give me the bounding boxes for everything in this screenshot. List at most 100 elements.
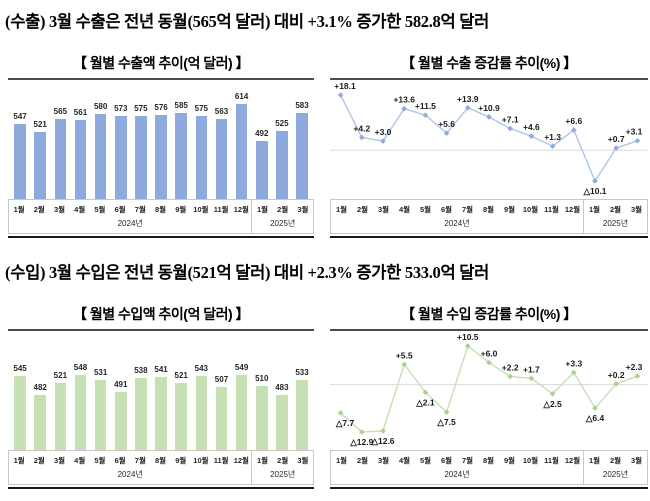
category-axis: 1월 2월 3월 4월 5월 6월 7월 8월 9월 10월 11월 12월 2024년 1월 2월 3월 20… — [330, 199, 648, 234]
chart-bottom-border — [8, 236, 314, 238]
bar-value-label: 492 — [255, 129, 269, 138]
bar-value-label: 565 — [53, 107, 68, 116]
data-point-label: △6.4 — [585, 413, 605, 423]
month-label: 7월 — [134, 456, 146, 465]
export-section: (수출) 3월 수출은 전년 동월(565억 달러) 대비 +3.1% 증가한 … — [0, 0, 650, 238]
month-label: 1월 — [256, 205, 269, 214]
bar-slot: 483 — [272, 332, 292, 450]
bar — [74, 120, 87, 199]
bar — [175, 383, 188, 450]
bar-slot: 521 — [30, 81, 50, 199]
bar-value-label: 549 — [234, 363, 249, 372]
month-label: 3월 — [53, 456, 66, 465]
chart-import-growth: 【 월별 수입 증감률 추이(%) 】 △7.7 △12.9 △12.6 +5.5 △2.… — [330, 302, 648, 489]
month-label: 4월 — [74, 456, 86, 465]
month-label: 4월 — [398, 205, 411, 214]
month-label: 6월 — [114, 205, 126, 214]
data-point-marker — [634, 137, 641, 144]
bar — [235, 375, 248, 450]
bar — [135, 378, 147, 450]
axis-group: 1월 2월 3월 4월 5월 6월 7월 8월 9월 10월 11월 12월 2024년 — [330, 200, 584, 233]
bar — [276, 395, 288, 450]
bar — [296, 113, 308, 199]
data-point-marker — [507, 125, 513, 132]
month-label: 9월 — [175, 456, 187, 465]
month-label: 1월 — [335, 456, 348, 465]
data-point-label: +10.9 — [478, 103, 500, 113]
month-label: 7월 — [134, 205, 146, 214]
month-row: 1월 2월 3월 — [252, 200, 313, 217]
month-label: 3월 — [297, 205, 309, 214]
import-summary-heading: (수입) 3월 수입은 전년 동월(521억 달러) 대비 +2.3% 증가한 … — [5, 263, 489, 282]
bar — [34, 132, 47, 199]
axis-group: 1월 2월 3월 2025년 — [584, 200, 648, 233]
import-charts-row: 【 월별 수입액 추이(억 달러) 】 545 482 521 548 531 491 538… — [0, 302, 650, 489]
month-label: 2월 — [356, 456, 369, 465]
data-point-label: △12.9 — [349, 437, 373, 447]
bar — [155, 377, 167, 450]
bar — [276, 131, 288, 199]
month-label: 2월 — [609, 205, 622, 214]
bar — [54, 383, 67, 450]
data-point-marker — [571, 127, 577, 133]
data-point-marker — [571, 369, 577, 376]
bar-slot: 575 — [191, 81, 211, 199]
data-point-marker — [634, 373, 641, 379]
month-label: 5월 — [419, 456, 432, 465]
month-label: 2월 — [609, 456, 622, 465]
month-row: 1월 2월 3월 4월 5월 6월 7월 8월 9월 10월 11월 12월 — [331, 200, 583, 217]
data-point-marker — [549, 143, 556, 150]
month-label: 3월 — [630, 205, 643, 214]
bar-slot: 548 — [70, 332, 90, 450]
month-label: 2월 — [33, 205, 45, 214]
line-plot: △7.7 △12.9 △12.6 +5.5 △2.1 △7.5 +10.5 +6.0 +2.2 +… — [330, 332, 648, 450]
bar-value-label: 580 — [93, 102, 108, 111]
chart-title: 【 월별 수출 증감률 추이(%) 】 — [330, 51, 648, 80]
bar-value-label: 543 — [194, 364, 209, 373]
bar-slot: 563 — [211, 81, 231, 199]
bar-value-label: 575 — [134, 104, 148, 113]
data-point-marker — [465, 105, 471, 111]
data-point-marker — [613, 145, 619, 151]
chart-import-amount: 【 월별 수입액 추이(억 달러) 】 545 482 521 548 531 491 538… — [8, 302, 314, 489]
bar-slot: 576 — [151, 81, 171, 199]
bar-slot: 549 — [232, 332, 252, 450]
bar-value-label: 521 — [33, 120, 47, 129]
year-label: 2024년 — [117, 470, 143, 479]
month-label: 1월 — [256, 456, 269, 465]
data-point-marker — [486, 114, 492, 120]
bar-value-label: 561 — [73, 108, 88, 117]
month-label: 3월 — [377, 456, 390, 465]
month-label: 10월 — [193, 205, 209, 214]
data-point-marker — [528, 375, 535, 382]
data-point-marker — [380, 428, 386, 434]
category-axis: 1월 2월 3월 4월 5월 6월 7월 8월 9월 10월 11월 12월 2024년 1월 2월 3월 20… — [8, 450, 314, 485]
month-row: 1월 2월 3월 4월 5월 6월 7월 8월 9월 10월 11월 12월 — [9, 200, 251, 217]
axis-group: 1월 2월 3월 2025년 — [252, 200, 314, 233]
category-axis: 1월 2월 3월 4월 5월 6월 7월 8월 9월 10월 11월 12월 2024년 1월 2월 3월 20… — [330, 450, 648, 485]
bar — [255, 386, 268, 450]
export-summary-heading: (수출) 3월 수출은 전년 동월(565억 달러) 대비 +3.1% 증가한 … — [5, 12, 489, 31]
year-label: 2024년 — [444, 470, 470, 479]
chart-title: 【 월별 수입 증감률 추이(%) 】 — [330, 302, 648, 331]
bar-value-label: 585 — [174, 101, 188, 110]
month-label: 8월 — [482, 205, 495, 214]
data-point-label: +7.1 — [502, 115, 519, 125]
bar-value-label: 547 — [13, 112, 27, 121]
bar — [135, 116, 147, 199]
data-point-marker — [337, 92, 344, 98]
chart-bottom-border — [330, 236, 648, 238]
bar — [255, 141, 268, 199]
chart-title: 【 월별 수입액 추이(억 달러) 】 — [8, 302, 314, 331]
month-label: 1월 — [13, 205, 25, 214]
month-label: 3월 — [377, 205, 390, 214]
month-row: 1월 2월 3월 4월 5월 6월 7월 8월 9월 10월 11월 12월 — [9, 451, 251, 468]
bar — [235, 104, 248, 199]
data-point-marker — [380, 138, 386, 144]
year-label: 2024년 — [117, 219, 143, 228]
bar-slot: 585 — [171, 81, 191, 199]
month-row: 1월 2월 3월 — [252, 451, 313, 468]
bar-value-label: 563 — [214, 107, 229, 116]
month-label: 10월 — [522, 205, 539, 214]
data-point-marker — [528, 133, 535, 139]
